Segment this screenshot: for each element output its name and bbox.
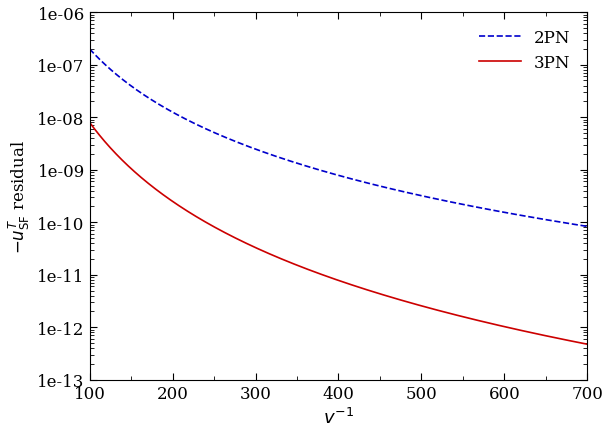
3PN bbox=[111, 151, 118, 156]
2PN bbox=[478, 206, 485, 211]
X-axis label: $v^{-1}$: $v^{-1}$ bbox=[323, 407, 354, 427]
Line: 2PN: 2PN bbox=[90, 50, 587, 227]
3PN bbox=[584, 342, 591, 347]
2PN bbox=[584, 224, 591, 230]
3PN bbox=[328, 276, 336, 281]
3PN bbox=[315, 271, 322, 276]
Line: 3PN: 3PN bbox=[90, 123, 587, 345]
3PN bbox=[569, 339, 576, 344]
2PN bbox=[315, 168, 322, 173]
3PN bbox=[478, 319, 485, 324]
2PN bbox=[111, 72, 118, 77]
2PN bbox=[86, 47, 93, 53]
2PN bbox=[569, 222, 576, 227]
Legend: 2PN, 3PN: 2PN, 3PN bbox=[471, 21, 579, 80]
3PN bbox=[86, 120, 93, 125]
2PN bbox=[569, 222, 576, 227]
3PN bbox=[569, 339, 576, 344]
Y-axis label: $-u^T_{\rm SF}$ residual: $-u^T_{\rm SF}$ residual bbox=[7, 140, 32, 253]
2PN bbox=[328, 171, 336, 177]
